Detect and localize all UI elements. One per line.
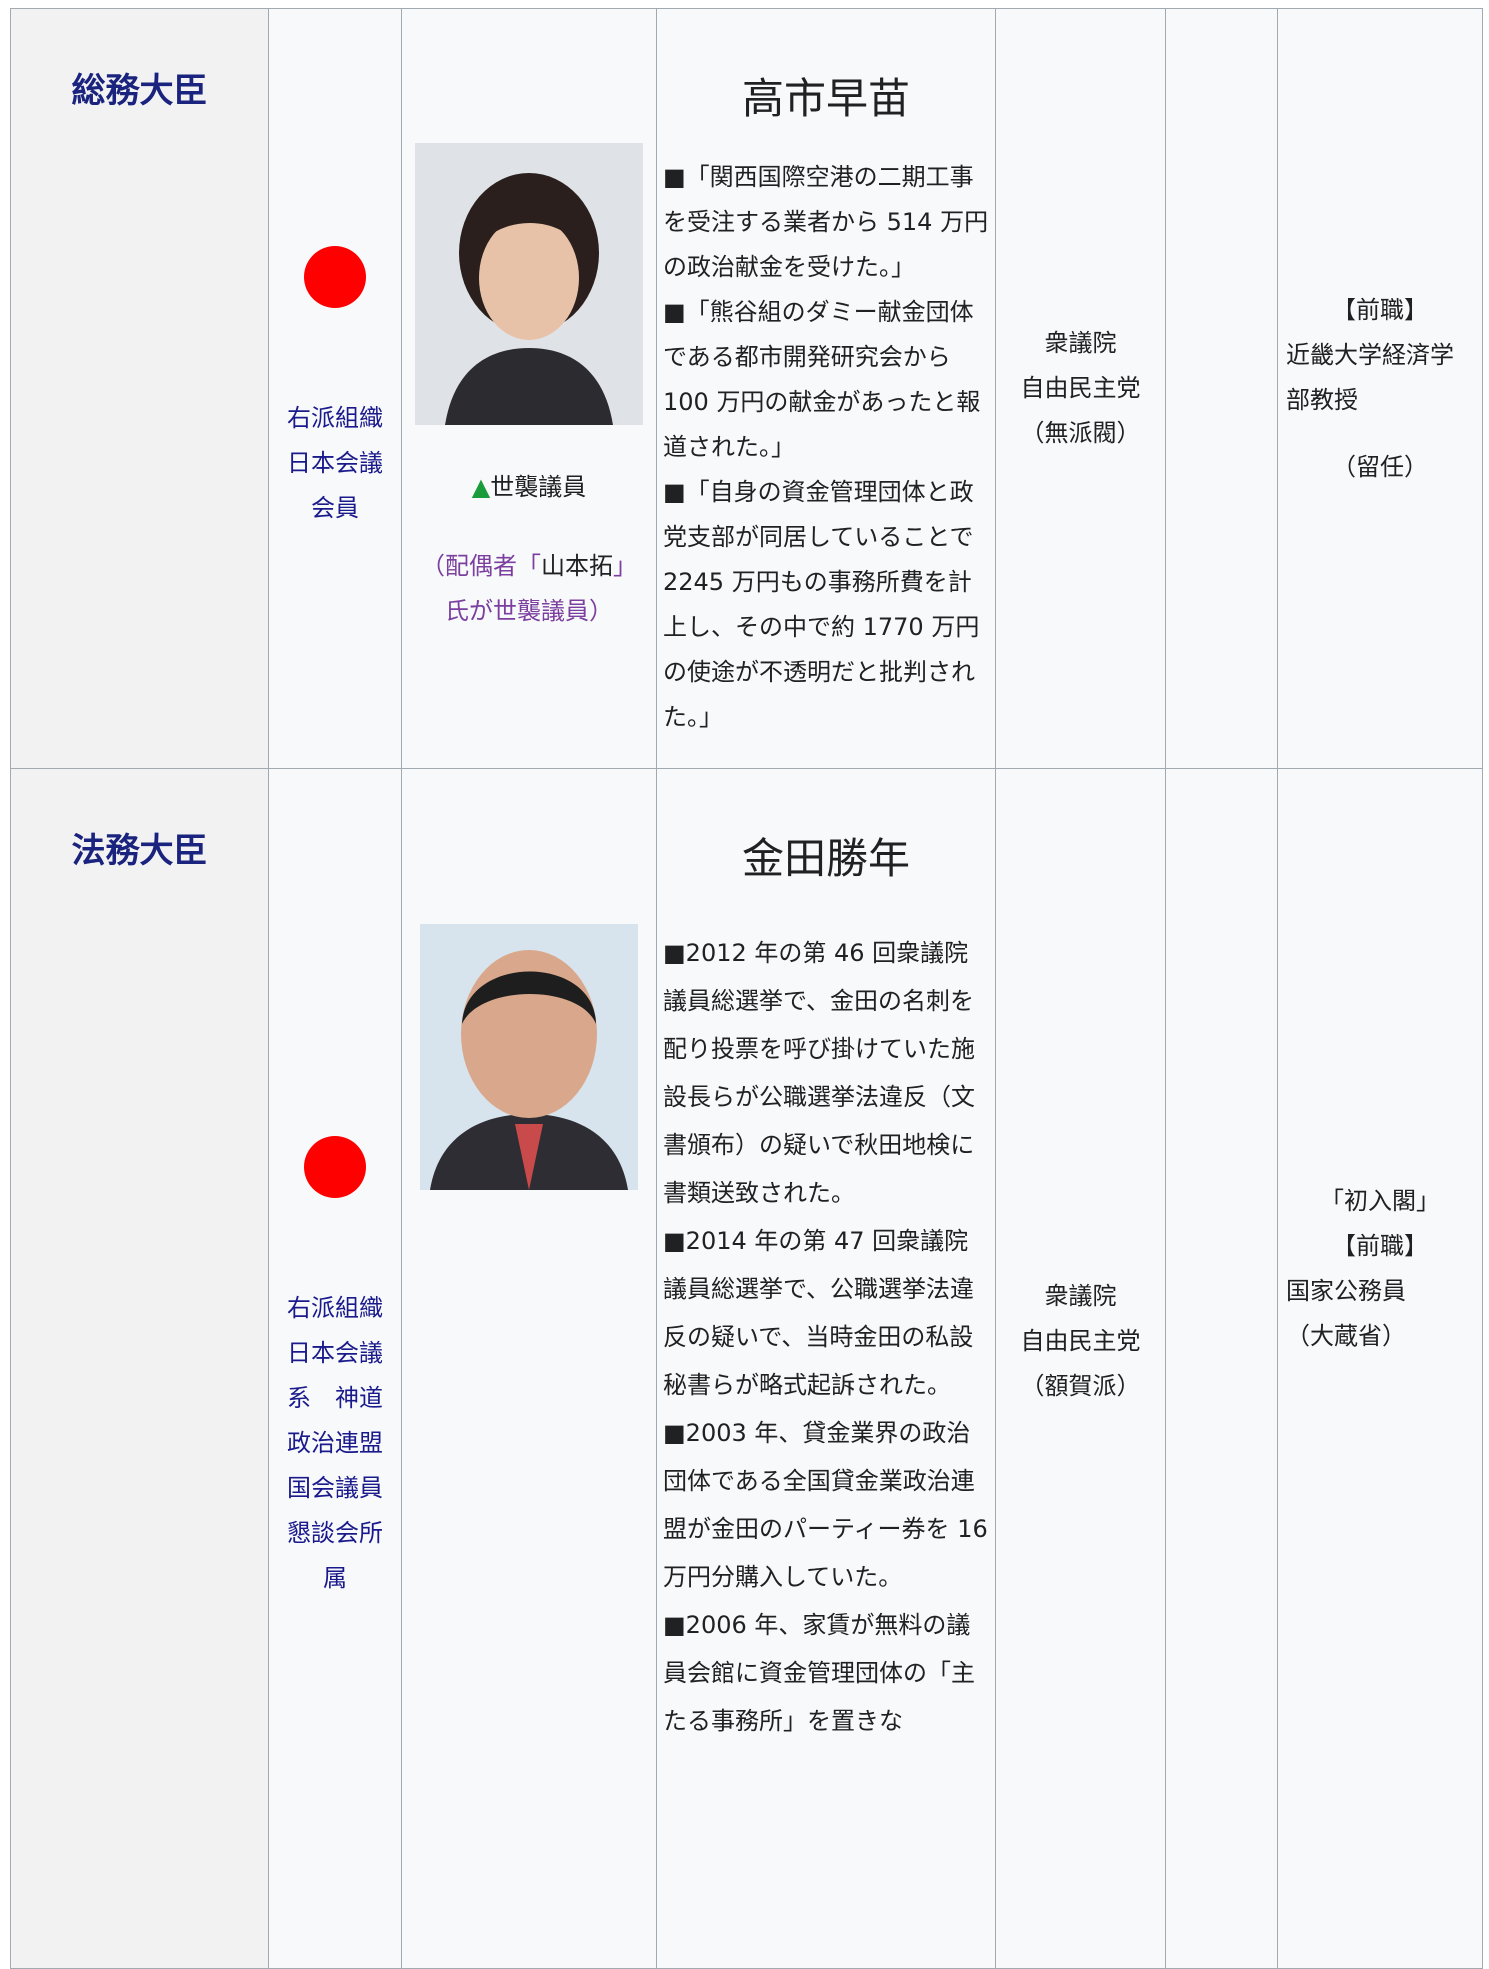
- note-text: 」氏が世襲議員）: [445, 552, 637, 625]
- table-wrap: 総務大臣 右派組織 日本会議 会員 ▲世襲議員 （配偶者「山本拓」氏が世襲議員）…: [10, 8, 1483, 1969]
- item: ■「熊谷組のダミー献金団体である都市開発研究会から 100 万円の献金があったと…: [663, 298, 981, 461]
- affiliation: 属: [323, 1564, 347, 1592]
- cabinet-table: 総務大臣 右派組織 日本会議 会員 ▲世襲議員 （配偶者「山本拓」氏が世襲議員）…: [10, 8, 1483, 1969]
- photo-cell: ▲世襲議員 （配偶者「山本拓」氏が世襲議員）: [401, 8, 657, 769]
- triangle: ▲: [471, 473, 491, 501]
- post-cell: 総務大臣: [10, 8, 269, 769]
- photo: [415, 143, 643, 425]
- career: （大蔵省）: [1286, 1322, 1406, 1350]
- post: 総務大臣: [71, 71, 208, 111]
- empty-cell: [1165, 8, 1278, 769]
- career: 国家公務員: [1286, 1277, 1406, 1305]
- minister-name: 金田勝年: [741, 834, 910, 883]
- career: （留任）: [1332, 452, 1428, 481]
- affiliation: 日本会議: [287, 1339, 383, 1367]
- label-text: 世襲議員: [490, 473, 587, 501]
- hereditary-note: （配偶者「山本拓」氏が世襲議員）: [410, 544, 648, 634]
- hereditary-mark: ▲世襲議員: [410, 465, 648, 510]
- career-cell: 「初入閣」 【前職】 国家公務員 （大蔵省）: [1277, 768, 1483, 1969]
- row: 総務大臣 右派組織 日本会議 会員 ▲世襲議員 （配偶者「山本拓」氏が世襲議員）…: [10, 8, 1483, 769]
- affiliation-cell: 右派組織 日本会議 会員: [268, 8, 402, 769]
- career: 【前職】: [1332, 295, 1428, 324]
- career-cell: 【前職】 近畿大学経済学部教授 （留任）: [1277, 8, 1483, 769]
- affiliation: 系 神道: [287, 1384, 383, 1412]
- item: ■2014 年の第 47 回衆議院議員総選挙で、公職選挙法違反の疑いで、当時金田…: [663, 1227, 975, 1399]
- item: ■2012 年の第 46 回衆議院議員総選挙で、金田の名刺を配り投票を呼び掛けて…: [663, 939, 975, 1207]
- item: ■2006 年、家賃が無料の議員会館に資金管理団体の「主たる事務所」を置きな: [663, 1611, 975, 1735]
- item: ■「関西国際空港の二期工事を受注する業者から 514 万円の政治献金を受けた。」: [663, 163, 989, 281]
- house: 衆議院: [1044, 329, 1117, 357]
- affiliation: 政治連盟: [287, 1429, 383, 1457]
- item: ■2003 年、貸金業界の政治団体である全国貸金業政治連盟が金田のパーティー券を…: [663, 1419, 988, 1591]
- faction: （無派閥）: [1020, 419, 1141, 447]
- affiliation: 右派組織: [287, 1294, 383, 1322]
- desc-cell: 金田勝年 ■2012 年の第 46 回衆議院議員総選挙で、金田の名刺を配り投票を…: [656, 768, 996, 1969]
- icon: [304, 246, 366, 308]
- row: 法務大臣 右派組織 日本会議 系 神道 政治連盟 国会議員 懇談会所 属 金田勝…: [10, 768, 1483, 1969]
- affiliation: 右派組織: [287, 404, 383, 432]
- affiliation: 懇談会所: [287, 1519, 383, 1547]
- house-cell: 衆議院 自由民主党 （無派閥）: [995, 8, 1166, 769]
- photo: [420, 924, 638, 1190]
- affiliation: 会員: [311, 494, 359, 522]
- hereditary-label: ▲世襲議員: [472, 473, 586, 501]
- minister-name: 高市早苗: [741, 74, 910, 123]
- photo-cell: [401, 768, 657, 1969]
- note-name: 山本拓: [541, 552, 613, 580]
- item: ■「自身の資金管理団体と政党支部が同居していることで 2245 万円もの事務所費…: [663, 478, 980, 731]
- icon: [304, 1136, 366, 1198]
- faction: （額賀派）: [1020, 1372, 1141, 1400]
- house: 衆議院: [1044, 1282, 1117, 1310]
- note-text: （配偶者「: [421, 552, 541, 580]
- party: 自由民主党: [1020, 1327, 1141, 1355]
- post: 法務大臣: [71, 831, 208, 871]
- page: 総務大臣 右派組織 日本会議 会員 ▲世襲議員 （配偶者「山本拓」氏が世襲議員）…: [10, 8, 1483, 1969]
- career: 「初入閣」: [1320, 1187, 1440, 1215]
- affiliation: 日本会議: [287, 449, 383, 477]
- post-cell: 法務大臣: [10, 768, 269, 1969]
- career: 近畿大学経済学部教授: [1286, 340, 1454, 414]
- affiliation-cell: 右派組織 日本会議 系 神道 政治連盟 国会議員 懇談会所 属: [268, 768, 402, 1969]
- affiliation: 国会議員: [287, 1474, 383, 1502]
- career: 【前職】: [1332, 1232, 1428, 1260]
- house-cell: 衆議院 自由民主党 （額賀派）: [995, 768, 1166, 1969]
- empty-cell: [1165, 768, 1278, 1969]
- desc-cell: 高市早苗 ■「関西国際空港の二期工事を受注する業者から 514 万円の政治献金を…: [656, 8, 996, 769]
- party: 自由民主党: [1020, 374, 1141, 402]
